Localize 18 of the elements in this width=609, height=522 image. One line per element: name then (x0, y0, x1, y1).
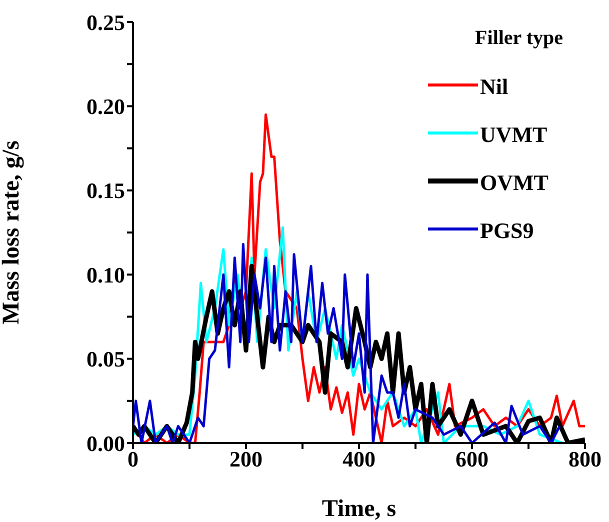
x-axis-title: Time, s (322, 496, 396, 522)
y-tick-label: 0.25 (86, 10, 125, 35)
y-tick-label: 0.10 (86, 262, 125, 288)
y-axis-title: Mass loss rate, g/s (0, 140, 25, 324)
y-tick-label: 0.00 (86, 430, 125, 456)
x-tick-label: 400 (342, 446, 376, 472)
legend-label: OVMT (480, 170, 549, 195)
y-tick-label: 0.05 (86, 346, 125, 372)
legend-label: Nil (480, 74, 508, 99)
legend-label: UVMT (480, 122, 548, 147)
x-tick-label: 600 (456, 446, 488, 472)
legend-label: PGS9 (480, 218, 534, 243)
y-tick-label: 0.20 (86, 94, 125, 120)
x-tick-label: 0 (128, 446, 138, 472)
y-tick-label: 0.15 (86, 178, 125, 204)
legend-title: Filler type (475, 27, 564, 49)
x-tick-label: 800 (568, 446, 602, 472)
x-tick-label: 200 (230, 446, 262, 472)
